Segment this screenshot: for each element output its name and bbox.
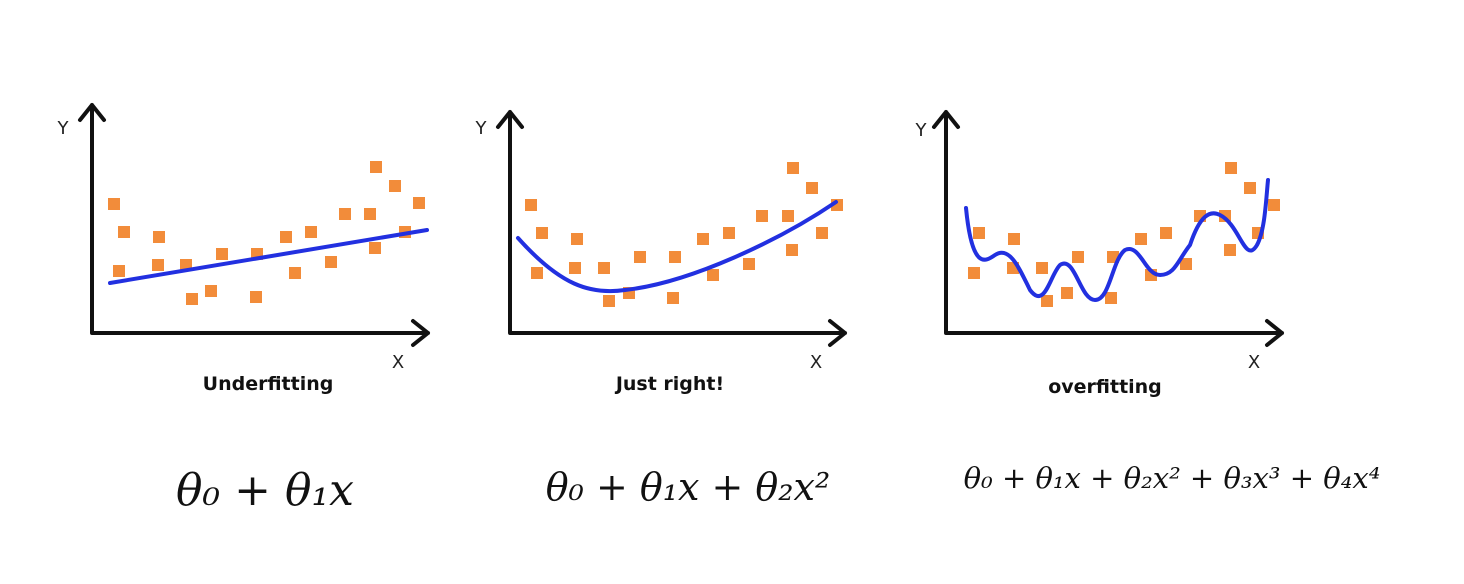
data-points (525, 162, 843, 307)
x-label: X (1248, 352, 1260, 373)
data-point (1008, 233, 1020, 245)
data-point (364, 208, 376, 220)
panel-underfitting: Y X Underfitting θ₀ + θ₁x (57, 103, 430, 516)
data-point (389, 180, 401, 192)
data-point (669, 251, 681, 263)
data-point (973, 227, 985, 239)
fit-curve (964, 178, 1270, 303)
data-point (370, 161, 382, 173)
formula: θ₀ + θ₁x + θ₂x² (546, 465, 830, 509)
data-point (1180, 258, 1192, 270)
data-point (743, 258, 755, 270)
panel-overfitting: Y X overfitting θ₀ + θ₁x + θ₂x² + θ₃x³ +… (915, 110, 1381, 495)
data-point (339, 208, 351, 220)
data-point (413, 197, 425, 209)
x-label: X (392, 352, 404, 373)
caption: Just right! (614, 373, 724, 395)
data-point (531, 267, 543, 279)
y-label: Y (57, 118, 70, 139)
axes (78, 103, 430, 347)
data-point (571, 233, 583, 245)
caption: Underfitting (203, 373, 334, 395)
data-point (968, 267, 980, 279)
data-point (816, 227, 828, 239)
data-point (787, 162, 799, 174)
fit-line (108, 228, 429, 285)
data-point (1268, 199, 1280, 211)
formula: θ₀ + θ₁x + θ₂x² + θ₃x³ + θ₄x⁴ (964, 461, 1381, 495)
data-point (806, 182, 818, 194)
data-point (782, 210, 794, 222)
data-point (1225, 162, 1237, 174)
y-label: Y (475, 118, 488, 139)
data-point (756, 210, 768, 222)
data-point (1244, 182, 1256, 194)
data-point (369, 242, 381, 254)
data-point (305, 226, 317, 238)
data-point (1041, 295, 1053, 307)
data-point (153, 231, 165, 243)
data-point (250, 291, 262, 303)
data-point (1160, 227, 1172, 239)
data-point (723, 227, 735, 239)
data-point (152, 259, 164, 271)
data-points (108, 161, 425, 305)
data-point (1036, 262, 1048, 274)
data-point (1135, 233, 1147, 245)
data-point (786, 244, 798, 256)
data-point (1072, 251, 1084, 263)
caption: overfitting (1048, 376, 1162, 398)
axes (932, 110, 1284, 347)
data-point (108, 198, 120, 210)
data-point (536, 227, 548, 239)
data-point (707, 269, 719, 281)
panel-just-right: Y X Just right! θ₀ + θ₁x + θ₂x² (475, 110, 847, 509)
data-point (118, 226, 130, 238)
data-points (968, 162, 1280, 307)
data-point (1224, 244, 1236, 256)
data-point (525, 199, 537, 211)
data-point (186, 293, 198, 305)
data-point (634, 251, 646, 263)
formula: θ₀ + θ₁x (176, 465, 354, 516)
data-point (216, 248, 228, 260)
data-point (667, 292, 679, 304)
data-point (1105, 292, 1117, 304)
data-point (603, 295, 615, 307)
y-label: Y (915, 120, 928, 141)
axes (496, 110, 847, 347)
fit-curve (516, 200, 838, 294)
data-point (280, 231, 292, 243)
data-point (569, 262, 581, 274)
data-point (598, 262, 610, 274)
data-point (697, 233, 709, 245)
x-label: X (810, 352, 822, 373)
data-point (113, 265, 125, 277)
data-point (1061, 287, 1073, 299)
data-point (289, 267, 301, 279)
data-point (325, 256, 337, 268)
data-point (205, 285, 217, 297)
